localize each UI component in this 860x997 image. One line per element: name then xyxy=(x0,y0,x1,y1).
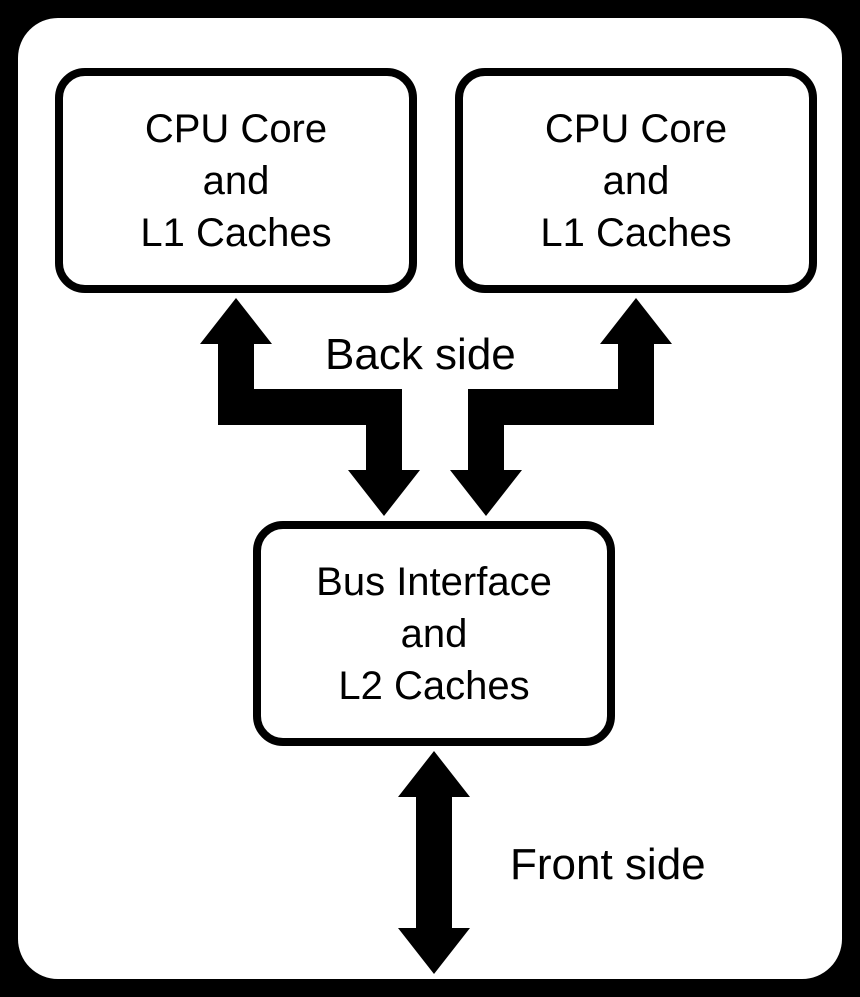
node-text: L1 Caches xyxy=(140,207,331,259)
node-text: and xyxy=(401,608,468,660)
arrow-back-right-icon xyxy=(448,296,674,518)
node-text: CPU Core xyxy=(545,103,727,155)
label-front-side: Front side xyxy=(510,840,706,890)
node-text: Bus Interface xyxy=(316,556,552,608)
node-bus-interface: Bus Interface and L2 Caches xyxy=(253,521,615,746)
node-text: L2 Caches xyxy=(338,660,529,712)
node-text: and xyxy=(203,155,270,207)
node-text: L1 Caches xyxy=(540,207,731,259)
node-text: CPU Core xyxy=(145,103,327,155)
node-cpu-right: CPU Core and L1 Caches xyxy=(455,68,817,293)
arrow-back-left-icon xyxy=(198,296,422,518)
node-cpu-left: CPU Core and L1 Caches xyxy=(55,68,417,293)
arrow-front-icon xyxy=(396,749,472,976)
node-text: and xyxy=(603,155,670,207)
